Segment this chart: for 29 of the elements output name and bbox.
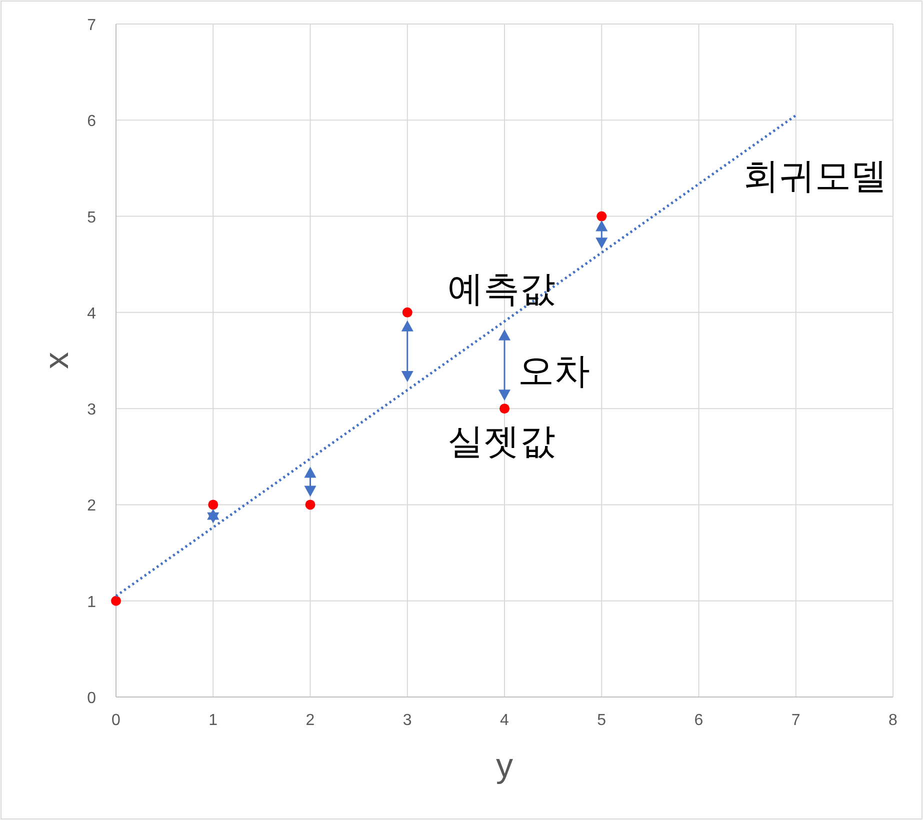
y-tick-label: 0 [87,690,96,707]
y-tick-label: 5 [87,209,96,226]
x-tick-label: 2 [306,712,315,729]
y-axis-title: x [38,352,76,369]
x-tick-label: 4 [500,712,510,729]
x-tick-label: 1 [208,712,218,729]
y-tick-label: 7 [87,17,96,34]
annotation: 오차 [518,350,590,391]
x-tick-label: 8 [888,712,898,729]
y-tick-label: 3 [87,402,96,419]
y-tick-label: 2 [87,498,96,515]
y-tick-label: 6 [87,113,96,130]
point [596,211,607,222]
point [208,500,218,510]
x-tick-label: 6 [694,712,704,729]
point [402,307,412,318]
x-axis-title: y [496,747,513,785]
y-tick-label: 1 [87,594,96,611]
x-tick-label: 5 [597,712,606,729]
point [500,404,510,414]
point [111,596,121,606]
annotation: 예측값 [448,268,556,310]
x-tick-label: 0 [112,712,121,729]
x-tick-label: 3 [402,712,412,729]
annotation: 회귀모델 [743,155,887,196]
point [305,500,316,510]
x-tick-label: 7 [791,712,800,729]
y-tick-label: 4 [87,305,96,322]
annotation: 실젯값 [448,420,556,462]
